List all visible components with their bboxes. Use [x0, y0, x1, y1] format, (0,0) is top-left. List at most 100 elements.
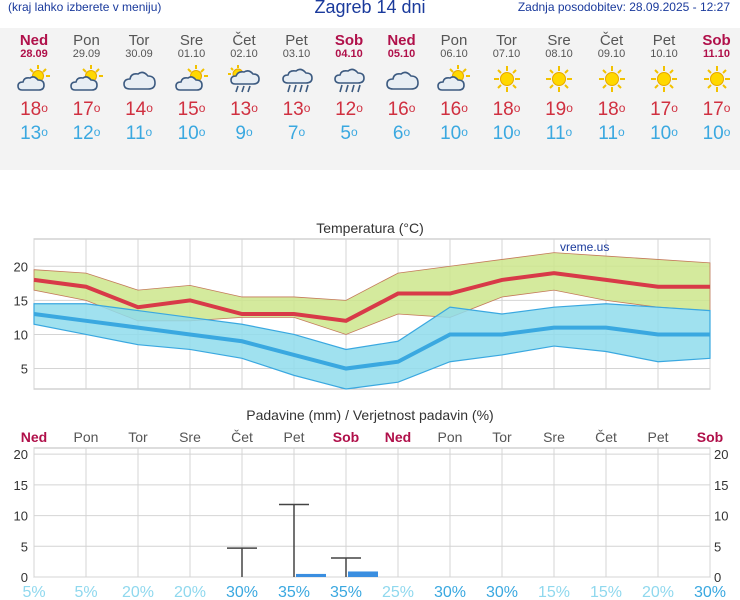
cloudy-icon [384, 64, 420, 94]
y-tick-label-left: 5 [21, 539, 28, 554]
max-temperature-value: 17 [72, 99, 94, 120]
day-date: 28.09 [20, 48, 48, 60]
sun-icon [594, 64, 630, 94]
day-date: 09.10 [597, 48, 626, 60]
max-temperature-value: 12 [335, 99, 357, 120]
max-temperature: 15o [177, 99, 206, 120]
max-temperature: 13o [282, 99, 311, 120]
cloud-rain-icon [331, 64, 367, 94]
day-name: Pet [652, 32, 676, 49]
partly-cloudy-icon [16, 64, 52, 94]
precip-probability-label: 20% [174, 584, 206, 600]
day-forecast: Ned 28.09 18o 13o [8, 28, 60, 146]
max-temperature: 18o [597, 99, 626, 120]
x-tick-label: Tor [492, 429, 512, 445]
precip-probability-label: 35% [330, 584, 362, 600]
min-temperature: 7o [287, 123, 306, 144]
watermark: vreme.us [560, 240, 609, 254]
min-temperature: 13o [20, 123, 48, 144]
x-tick-label: Ned [385, 429, 411, 445]
min-temperature: 10o [177, 123, 206, 144]
precip-probability-label: 30% [434, 584, 466, 600]
precip-probability-label: 5% [22, 584, 45, 600]
y-tick-label-right: 15 [714, 478, 728, 493]
day-forecast: Tor 07.10 18o 10o [481, 28, 533, 146]
day-forecast: Čet 09.10 18o 11o [586, 28, 638, 146]
day-forecast: Pet 03.10 13o 7o [271, 28, 323, 146]
precip-probability-label: 15% [590, 584, 622, 600]
x-tick-label: Pon [438, 429, 463, 445]
x-tick-label: Ned [21, 429, 47, 445]
location-menu-hint[interactable]: (kraj lahko izberete v meniju) [8, 0, 162, 14]
precipitation-bar [296, 573, 326, 577]
max-temperature-value: 13 [282, 99, 304, 120]
min-temperature-value: 6 [392, 123, 404, 144]
day-forecast: Sre 01.10 15o 10o [166, 28, 218, 146]
day-name: Čet [599, 32, 624, 49]
y-tick-label-left: 10 [14, 509, 28, 524]
precipitation-bar [348, 571, 378, 577]
min-temperature-value: 10 [650, 123, 672, 144]
precip-probability-label: 30% [226, 584, 258, 600]
day-forecast: Sob 11.10 17o 10o [691, 28, 740, 146]
partly-cloudy-icon [174, 64, 210, 94]
x-tick-label: Tor [128, 429, 148, 445]
y-tick-label: 20 [14, 259, 28, 274]
day-name: Pon [73, 32, 100, 49]
min-temperature-value: 10 [440, 123, 462, 144]
plot-area [33, 447, 711, 578]
day-name: Ned [387, 32, 416, 49]
min-temperature: 10o [702, 123, 731, 144]
cloudy-icon [121, 64, 157, 94]
day-name: Čet [232, 32, 256, 49]
max-temperature-value: 14 [125, 99, 147, 120]
precip-probability-label: 5% [74, 584, 97, 600]
day-date: 05.10 [387, 48, 416, 60]
max-temperature: 18o [20, 99, 48, 120]
sun-icon [489, 64, 525, 94]
precip-probability-label: 15% [538, 584, 570, 600]
daily-forecast-strip: Ned 28.09 18o 13o Pon 29.09 17o 12o Tor 30.09 1… [0, 28, 740, 170]
day-name: Sre [179, 32, 204, 49]
max-temperature-value: 15 [177, 99, 199, 120]
sun-icon [699, 64, 735, 94]
max-temperature: 19o [545, 99, 573, 120]
precip-probability-label: 35% [278, 584, 310, 600]
day-forecast: Pet 10.10 17o 10o [638, 28, 690, 146]
y-tick-label: 10 [14, 327, 28, 342]
max-temperature: 16o [440, 99, 468, 120]
min-temperature: 10o [440, 123, 468, 144]
min-temperature-value: 10 [702, 123, 724, 144]
max-temperature: 17o [702, 99, 731, 120]
max-temperature: 12o [335, 99, 363, 120]
last-update: Zadnja posodobitev: 28.09.2025 - 12:27 [517, 0, 730, 14]
day-forecast: Sob 04.10 12o 5o [323, 28, 375, 146]
min-temperature: 11o [545, 123, 573, 144]
day-date: 29.09 [72, 48, 101, 60]
y-tick-label-left: 0 [21, 570, 28, 585]
sun-cloud-rain-icon [226, 64, 262, 94]
day-name: Sob [702, 32, 731, 49]
day-name: Sre [547, 32, 571, 49]
x-tick-label: Sre [179, 429, 201, 445]
partly-cloudy-icon [69, 64, 105, 94]
day-date: 03.10 [282, 48, 311, 60]
min-temperature-line [33, 312, 710, 371]
day-forecast: Sre 08.10 19o 11o [533, 28, 585, 146]
day-date: 04.10 [335, 48, 363, 60]
precip-probability-label: 25% [382, 584, 414, 600]
sun-icon [646, 64, 682, 94]
page-title: Zagreb 14 dni [314, 0, 426, 17]
min-temperature: 12o [72, 123, 101, 144]
day-date: 02.10 [230, 48, 258, 60]
day-date: 07.10 [492, 48, 521, 60]
y-tick-label: 15 [14, 293, 28, 308]
max-temperature-line [33, 271, 710, 323]
max-temperature-value: 16 [440, 99, 462, 120]
min-temperature: 10o [492, 123, 521, 144]
min-temperature-value: 7 [287, 123, 299, 144]
min-temperature: 6o [392, 123, 411, 144]
day-name: Tor [128, 32, 150, 49]
x-tick-label: Sre [543, 429, 565, 445]
min-temperature-value: 11 [545, 123, 566, 144]
